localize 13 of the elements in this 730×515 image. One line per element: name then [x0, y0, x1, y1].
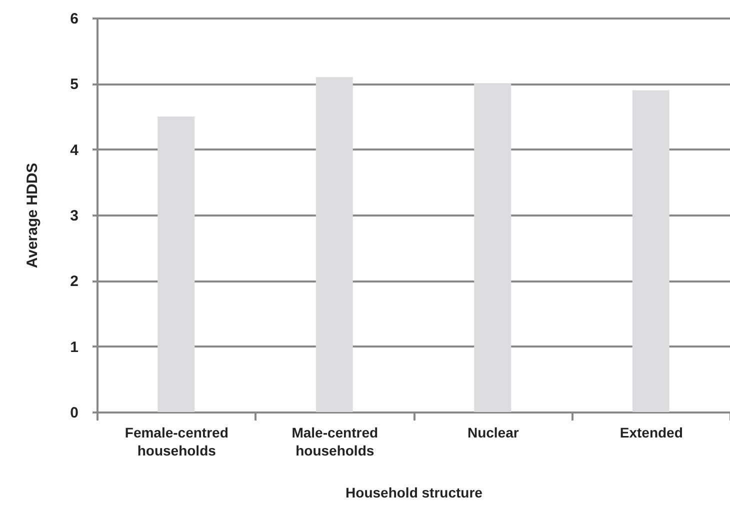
- y-tick-label: 4: [70, 142, 80, 159]
- y-tick-label: 2: [70, 273, 78, 290]
- y-tick-label: 5: [70, 76, 78, 94]
- y-tick-label: 0: [70, 404, 78, 422]
- y-axis-title: Average HDDS: [24, 162, 42, 268]
- y-tick-label: 3: [70, 208, 78, 224]
- x-tick-label: Nuclear: [467, 424, 520, 440]
- x-axis-title: Household structure: [346, 484, 483, 500]
- x-tick-label: Female-centred households: [124, 424, 228, 458]
- y-tick-label: 1: [70, 338, 78, 356]
- x-tick-label: Male-centred households: [292, 424, 378, 458]
- x-tick-label: Extended: [620, 424, 683, 440]
- y-tick-label: 6: [70, 10, 78, 28]
